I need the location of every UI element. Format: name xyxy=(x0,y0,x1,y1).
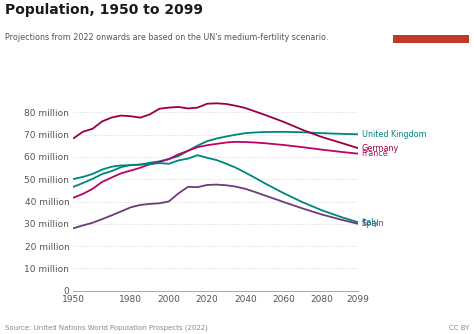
Text: Our World
in Data: Our World in Data xyxy=(410,12,452,26)
Text: Italy: Italy xyxy=(362,218,379,227)
Text: France: France xyxy=(362,149,388,158)
Text: CC BY: CC BY xyxy=(449,325,469,331)
Text: Germany: Germany xyxy=(362,144,399,153)
Text: Source: United Nations World Population Prospects (2022): Source: United Nations World Population … xyxy=(5,324,208,331)
Bar xyxy=(393,35,469,43)
Text: Projections from 2022 onwards are based on the UN's medium-fertility scenario.: Projections from 2022 onwards are based … xyxy=(5,33,328,42)
Text: United Kingdom: United Kingdom xyxy=(362,130,426,139)
Text: Spain: Spain xyxy=(362,219,384,228)
Text: Population, 1950 to 2099: Population, 1950 to 2099 xyxy=(5,3,203,17)
